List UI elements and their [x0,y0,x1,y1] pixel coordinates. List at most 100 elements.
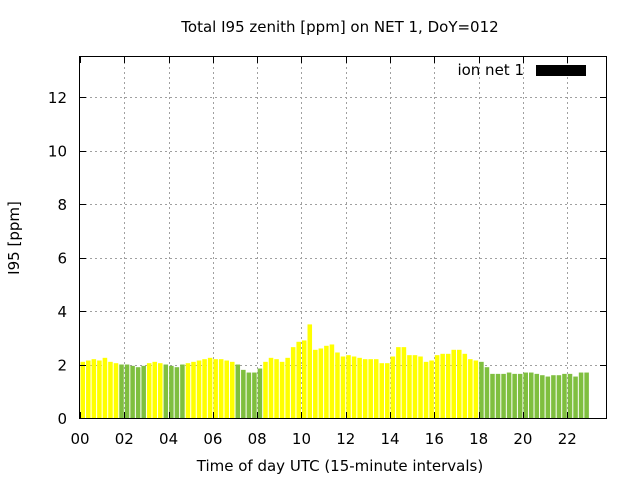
bar [484,367,490,418]
bar [512,373,517,418]
y-tick-label: 6 [57,250,67,268]
bar [174,367,180,418]
bar [390,356,396,418]
bar [296,341,301,418]
bar [351,356,357,418]
bar [163,364,169,418]
bar [445,353,451,418]
bars [80,324,589,418]
bar [169,365,174,418]
bar [191,361,196,418]
bar [91,359,97,418]
ticks [80,57,606,419]
bar [434,355,440,418]
chart-title: Total I95 zenith [ppm] on NET 1, DoY=012 [180,18,498,36]
bar [263,361,268,418]
bar [202,359,207,418]
bar [490,373,495,418]
bar [567,373,573,418]
bar [152,361,158,418]
bar [462,353,468,418]
bar [357,357,362,418]
bar [301,340,307,418]
bar [97,360,102,418]
bar [506,372,512,418]
bar [252,372,257,418]
x-tick-label: 02 [115,430,134,448]
x-axis-label: Time of day UTC (15-minute intervals) [196,457,483,475]
bar [501,373,506,418]
bar [368,359,373,418]
legend-label: ion net 1 [457,61,524,79]
bar [119,364,124,418]
bar [523,372,528,418]
bar [146,363,152,418]
bar [196,360,202,418]
bar [340,356,346,418]
y-tick-label: 0 [57,410,67,428]
bar [556,375,562,418]
bar [185,363,191,418]
y-tick-label: 2 [57,357,67,375]
x-tick-label: 12 [336,430,355,448]
bar [335,352,340,418]
bar [180,364,185,418]
y-axis-label: I95 [ppm] [5,201,23,275]
bar [130,365,135,418]
bar [373,359,379,418]
x-tick-label: 04 [159,430,178,448]
x-tick-label: 10 [292,430,311,448]
bar [274,359,279,418]
bar [385,363,390,418]
bar [412,355,418,418]
bar [573,376,578,418]
bar [396,347,401,418]
bar [285,357,290,418]
bar [279,361,285,418]
bar [551,375,556,418]
bar [207,357,213,418]
bar [545,376,551,418]
legend: ion net 1 [457,61,586,79]
y-tick-label: 10 [48,143,67,161]
bar [268,357,274,418]
bar [578,372,584,418]
bar [102,357,108,418]
bar [141,365,146,418]
x-tick-label: 16 [425,430,444,448]
bar [584,372,589,418]
bar [362,359,368,418]
bar [124,364,130,418]
bar [246,372,252,418]
bar [528,372,534,418]
bar [324,345,329,418]
bar [562,373,567,418]
bar [440,353,445,418]
bar [407,355,412,418]
plot-frame [79,56,607,419]
bar [468,359,473,418]
bar [534,373,540,418]
bar [473,360,479,418]
bar [346,355,351,418]
bar [517,373,523,418]
x-tick-label: 06 [203,430,222,448]
bar [108,361,113,418]
bar [290,347,296,418]
bar [457,349,462,418]
x-tick-label: 08 [248,430,267,448]
bar [158,363,163,418]
x-tick-label: 14 [381,430,400,448]
bar [540,375,545,418]
bar [80,361,86,418]
x-tick-label: 18 [469,430,488,448]
bar [379,363,385,418]
bar [429,360,434,418]
x-tick-labels: 00 02 04 06 08 10 12 14 16 18 20 22 [70,430,576,448]
y-tick-label: 8 [57,196,67,214]
bar [313,349,318,418]
bar [401,347,407,418]
bar [224,360,229,418]
legend-swatch [536,65,586,76]
bar [229,361,235,418]
